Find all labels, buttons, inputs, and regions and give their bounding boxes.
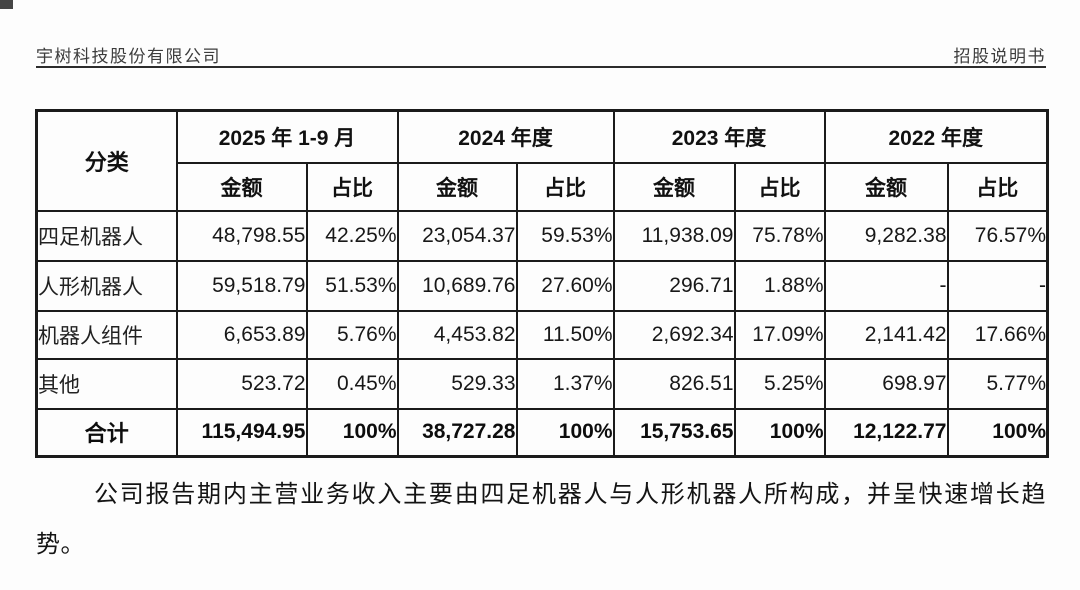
table-row-others: 其他 523.72 0.45% 529.33 1.37% 826.51 5.25… bbox=[35, 357, 1049, 410]
amount-cell: - bbox=[823, 259, 949, 312]
ratio-cell: 59.53% bbox=[515, 209, 615, 262]
ratio-cell: 17.09% bbox=[733, 309, 826, 360]
amount-cell: 2,141.42 bbox=[823, 309, 949, 360]
revenue-breakdown-table: 分类 2025 年 1-9 月 2024 年度 2023 年度 2022 年度 … bbox=[35, 109, 1049, 458]
ratio-cell: 42.25% bbox=[305, 209, 399, 262]
ratio-cell: 27.60% bbox=[515, 259, 615, 312]
amount-cell: 296.71 bbox=[612, 259, 736, 312]
total-amount-cell: 12,122.77 bbox=[823, 407, 949, 458]
subheader-amount-2023: 金额 bbox=[612, 161, 736, 212]
total-ratio-cell: 100% bbox=[946, 407, 1049, 458]
amount-cell: 529.33 bbox=[396, 357, 518, 410]
subheader-amount-2022: 金额 bbox=[823, 161, 949, 212]
period-header-2023: 2023 年度 bbox=[612, 109, 826, 164]
ratio-cell: - bbox=[946, 259, 1049, 312]
amount-cell: 9,282.38 bbox=[823, 209, 949, 262]
scan-artifact bbox=[0, 0, 13, 9]
ratio-cell: 76.57% bbox=[946, 209, 1049, 262]
header-divider bbox=[36, 66, 1046, 68]
table-row-quadruped: 四足机器人 48,798.55 42.25% 23,054.37 59.53% … bbox=[35, 209, 1049, 262]
amount-cell: 23,054.37 bbox=[396, 209, 518, 262]
ratio-cell: 5.77% bbox=[946, 357, 1049, 410]
total-ratio-cell: 100% bbox=[515, 407, 615, 458]
category-label: 机器人组件 bbox=[35, 309, 178, 360]
period-header-2022: 2022 年度 bbox=[823, 109, 1049, 164]
amount-cell: 6,653.89 bbox=[175, 309, 308, 360]
amount-cell: 59,518.79 bbox=[175, 259, 308, 312]
table-header-subcolumns: 金额 占比 金额 占比 金额 占比 金额 占比 bbox=[37, 161, 1049, 212]
category-label: 四足机器人 bbox=[35, 209, 178, 262]
ratio-cell: 1.88% bbox=[733, 259, 826, 312]
amount-cell: 826.51 bbox=[612, 357, 736, 410]
total-amount-cell: 115,494.95 bbox=[175, 407, 308, 458]
table-row-total: 合计 115,494.95 100% 38,727.28 100% 15,753… bbox=[35, 407, 1049, 458]
company-name: 宇树科技股份有限公司 bbox=[36, 47, 221, 66]
category-label: 其他 bbox=[35, 357, 178, 410]
ratio-cell: 5.76% bbox=[305, 309, 399, 360]
category-label: 人形机器人 bbox=[35, 259, 178, 312]
table-row-humanoid: 人形机器人 59,518.79 51.53% 10,689.76 27.60% … bbox=[35, 259, 1049, 312]
amount-cell: 523.72 bbox=[175, 357, 308, 410]
document-type-label: 招股说明书 bbox=[953, 47, 1046, 66]
column-header-category: 分类 bbox=[35, 109, 178, 212]
page-header: 宇树科技股份有限公司 招股说明书 bbox=[36, 42, 1046, 67]
ratio-cell: 75.78% bbox=[733, 209, 826, 262]
subheader-ratio-2023: 占比 bbox=[733, 161, 826, 212]
total-label: 合计 bbox=[35, 407, 178, 458]
period-header-2025: 2025 年 1-9 月 bbox=[175, 109, 399, 164]
total-ratio-cell: 100% bbox=[733, 407, 826, 458]
amount-cell: 11,938.09 bbox=[612, 209, 736, 262]
total-ratio-cell: 100% bbox=[305, 407, 399, 458]
table-header-periods: 分类 2025 年 1-9 月 2024 年度 2023 年度 2022 年度 bbox=[35, 109, 1049, 212]
amount-cell: 4,453.82 bbox=[396, 309, 518, 360]
subheader-amount-2025: 金额 bbox=[175, 161, 308, 212]
amount-cell: 698.97 bbox=[823, 357, 949, 410]
period-header-2024: 2024 年度 bbox=[396, 109, 615, 164]
subheader-ratio-2025: 占比 bbox=[305, 161, 399, 212]
amount-cell: 2,692.34 bbox=[612, 309, 736, 360]
total-amount-cell: 15,753.65 bbox=[612, 407, 736, 458]
ratio-cell: 51.53% bbox=[305, 259, 399, 312]
amount-cell: 48,798.55 bbox=[175, 209, 308, 262]
ratio-cell: 5.25% bbox=[733, 357, 826, 410]
ratio-cell: 17.66% bbox=[946, 309, 1049, 360]
subheader-amount-2024: 金额 bbox=[396, 161, 518, 212]
body-paragraph: 公司报告期内主营业务收入主要由四足机器人与人形机器人所构成，并呈快速增长趋势。 bbox=[36, 482, 1046, 558]
ratio-cell: 1.37% bbox=[515, 357, 615, 410]
ratio-cell: 11.50% bbox=[515, 309, 615, 360]
subheader-ratio-2024: 占比 bbox=[515, 161, 615, 212]
amount-cell: 10,689.76 bbox=[396, 259, 518, 312]
total-amount-cell: 38,727.28 bbox=[396, 407, 518, 458]
subheader-ratio-2022: 占比 bbox=[946, 161, 1049, 212]
table-row-components: 机器人组件 6,653.89 5.76% 4,453.82 11.50% 2,6… bbox=[35, 309, 1049, 360]
ratio-cell: 0.45% bbox=[305, 357, 399, 410]
